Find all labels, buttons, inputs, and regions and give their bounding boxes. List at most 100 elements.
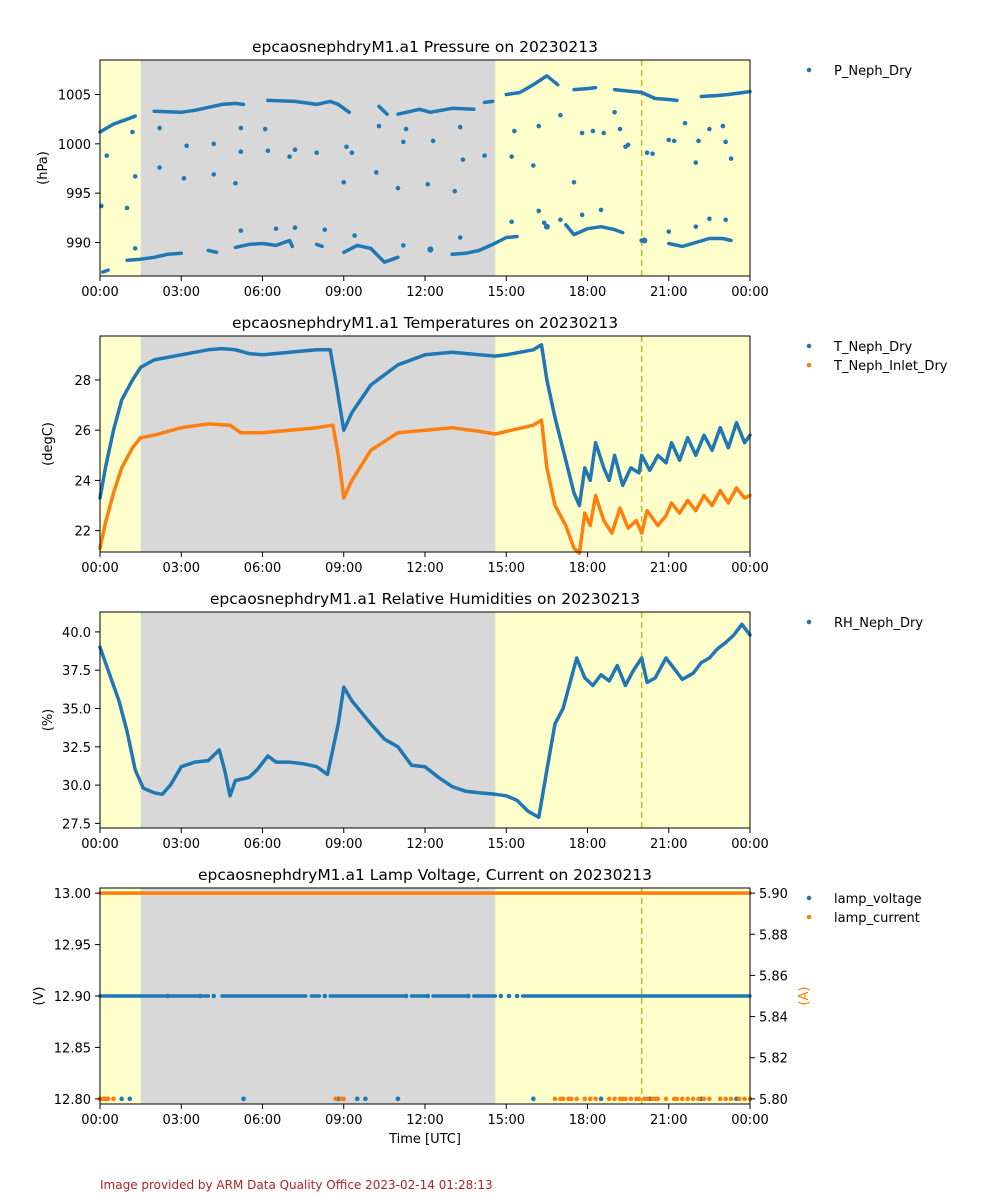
panel-1: 00:00 03:00 06:00 09:00 12:00 15:00 18:00 21:00… xyxy=(36,38,912,300)
data-point xyxy=(132,174,138,179)
x-tick-label: 21:00 xyxy=(650,1113,687,1128)
series-trace xyxy=(572,85,598,92)
y-tick-label: 28 xyxy=(74,374,91,389)
series-trace xyxy=(450,234,519,257)
x-tick-label: 09:00 xyxy=(325,561,362,576)
legend-marker xyxy=(806,343,812,349)
x-tick-label: 06:00 xyxy=(244,561,281,576)
x-tick-label: 00:00 xyxy=(81,1113,118,1128)
data-point xyxy=(690,1096,696,1102)
data-point xyxy=(693,160,699,165)
data-point xyxy=(742,1096,747,1102)
y2-tick-label: 5.86 xyxy=(759,969,788,984)
x-tick-label: 09:00 xyxy=(325,1113,362,1128)
data-point xyxy=(696,1096,701,1102)
data-point xyxy=(536,123,542,129)
data-point xyxy=(349,150,355,156)
y-axis-label: (%) xyxy=(41,709,56,732)
x-tick-label: 21:00 xyxy=(650,837,687,852)
data-point xyxy=(403,126,409,132)
data-point xyxy=(512,128,517,134)
y-tick-label: 26 xyxy=(74,424,91,439)
data-point xyxy=(701,1096,707,1102)
series-T_Neph_Inlet_Dry xyxy=(98,418,752,556)
data-point xyxy=(644,150,650,156)
series-T_Neph_Dry xyxy=(98,343,752,508)
x-tick-label: 18:00 xyxy=(569,285,606,300)
data-point xyxy=(717,1096,723,1102)
data-point xyxy=(238,149,244,155)
data-point xyxy=(428,248,433,253)
series-trace xyxy=(667,236,733,249)
x-tick-label: 21:00 xyxy=(650,285,687,300)
data-point xyxy=(124,205,130,211)
data-point xyxy=(314,150,319,156)
data-point xyxy=(211,141,217,147)
data-point xyxy=(601,130,607,136)
x-tick-label: 12:00 xyxy=(406,837,443,852)
data-point xyxy=(165,993,171,999)
y-tick-label: 12.90 xyxy=(54,990,91,1005)
data-point xyxy=(181,176,187,181)
data-point xyxy=(543,223,550,230)
shade-day xyxy=(100,60,141,276)
y-tick-label: 1005 xyxy=(58,89,91,104)
data-point xyxy=(720,123,726,129)
data-point xyxy=(728,1096,734,1102)
y-tick-label: 37.5 xyxy=(62,664,91,679)
y-tick-label: 990 xyxy=(66,236,91,251)
data-point xyxy=(157,125,162,131)
x-tick-label: 06:00 xyxy=(244,837,281,852)
series-trace xyxy=(504,74,560,97)
series-trace xyxy=(98,418,752,556)
y-tick-label: 35.0 xyxy=(62,703,91,718)
x-tick-label: 00:00 xyxy=(81,285,118,300)
data-point xyxy=(531,163,536,168)
data-point xyxy=(541,220,547,226)
data-point xyxy=(333,1096,338,1102)
x-tick-label: 18:00 xyxy=(569,561,606,576)
data-point xyxy=(211,172,217,177)
panel-3: 00:00 03:00 06:00 09:00 12:00 15:00 18:00 21:00… xyxy=(41,590,923,852)
data-point xyxy=(558,112,563,118)
data-point xyxy=(579,130,585,136)
data-point xyxy=(671,138,677,144)
legend-label: P_Neph_Dry xyxy=(834,64,912,79)
data-point xyxy=(674,1096,680,1102)
data-point xyxy=(598,1096,604,1102)
legend-marker xyxy=(806,362,812,368)
data-point xyxy=(287,154,292,159)
legend-label: lamp_current xyxy=(834,911,920,926)
data-point xyxy=(636,1096,642,1102)
data-point xyxy=(679,1096,685,1102)
data-point xyxy=(558,217,563,223)
x-tick-label: 03:00 xyxy=(163,1113,200,1128)
x-tick-label: 00:00 xyxy=(731,561,768,576)
data-point xyxy=(655,1096,661,1102)
data-point xyxy=(623,1096,628,1102)
data-point xyxy=(373,170,379,175)
data-point xyxy=(696,138,701,144)
y-tick-label: 40.0 xyxy=(62,626,91,641)
data-point xyxy=(560,1096,566,1102)
x-tick-label: 15:00 xyxy=(488,561,525,576)
series-trace xyxy=(100,268,110,274)
data-point xyxy=(395,1096,401,1102)
data-point xyxy=(344,144,349,150)
data-point xyxy=(466,993,471,999)
data-point xyxy=(130,129,135,135)
y2-tick-label: 5.84 xyxy=(759,1011,788,1026)
x-tick-label: 21:00 xyxy=(650,561,687,576)
data-point xyxy=(341,1096,347,1102)
series-trace xyxy=(98,343,752,508)
x-tick-label: 18:00 xyxy=(569,1113,606,1128)
legend-marker xyxy=(806,67,812,73)
data-point xyxy=(157,165,162,170)
data-point xyxy=(723,139,728,145)
data-point xyxy=(354,1096,360,1102)
y-tick-label: 13.00 xyxy=(54,887,91,902)
data-point xyxy=(568,1096,574,1102)
data-point xyxy=(457,235,463,240)
y-tick-label: 22 xyxy=(74,525,91,540)
data-point xyxy=(111,1096,116,1102)
